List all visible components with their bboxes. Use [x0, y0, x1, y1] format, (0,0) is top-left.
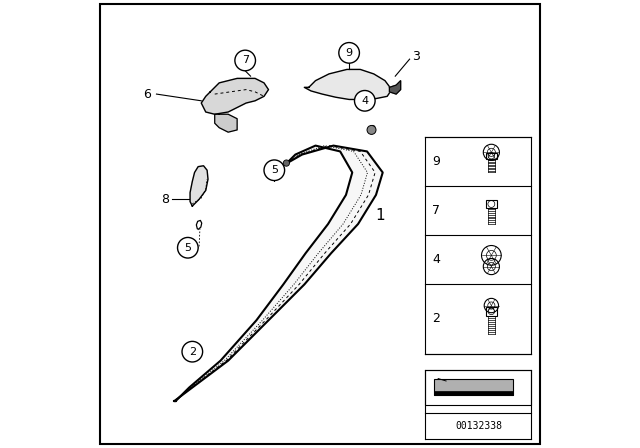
Circle shape	[235, 50, 255, 71]
Text: 4: 4	[433, 253, 440, 267]
Text: 6: 6	[143, 87, 152, 101]
Bar	[486, 200, 497, 208]
Bar	[435, 379, 513, 395]
Text: 8: 8	[161, 193, 170, 206]
Circle shape	[355, 90, 375, 111]
Circle shape	[339, 43, 360, 63]
Circle shape	[264, 160, 285, 181]
Text: 7: 7	[242, 56, 249, 65]
Text: 5: 5	[271, 165, 278, 175]
Polygon shape	[215, 114, 237, 132]
Bar	[425, 370, 531, 405]
Text: 7: 7	[433, 204, 440, 217]
Polygon shape	[389, 81, 401, 94]
Circle shape	[284, 160, 289, 166]
Text: 9: 9	[346, 48, 353, 58]
Text: 2: 2	[189, 347, 196, 357]
Bar	[486, 307, 497, 316]
Polygon shape	[190, 166, 208, 206]
Text: 3: 3	[412, 49, 420, 63]
Text: 2: 2	[433, 312, 440, 326]
Text: 1: 1	[376, 207, 385, 223]
Text: 4: 4	[361, 96, 369, 106]
Circle shape	[182, 341, 203, 362]
Text: 9: 9	[433, 155, 440, 168]
Text: 00132338: 00132338	[456, 422, 502, 431]
Bar	[435, 391, 513, 395]
Polygon shape	[305, 69, 392, 99]
Polygon shape	[174, 146, 383, 401]
Circle shape	[367, 125, 376, 134]
Polygon shape	[202, 78, 269, 114]
Bar	[486, 153, 497, 159]
Circle shape	[177, 237, 198, 258]
Text: 5: 5	[184, 243, 191, 253]
